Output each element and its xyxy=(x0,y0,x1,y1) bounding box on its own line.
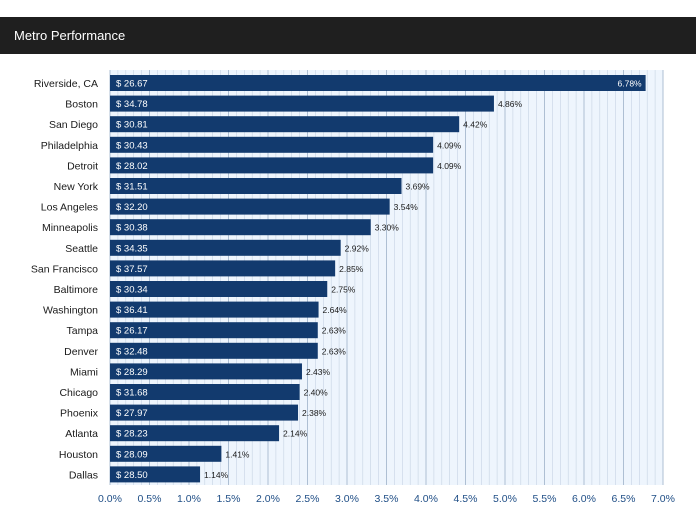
bar[interactable] xyxy=(110,281,328,297)
x-tick-label: 0.5% xyxy=(138,493,162,505)
category-label: Detroit xyxy=(67,160,98,172)
category-label: Dallas xyxy=(69,469,98,481)
bar-price-label: $ 34.35 xyxy=(116,243,148,254)
bar[interactable] xyxy=(110,157,434,174)
bar[interactable] xyxy=(110,322,318,339)
bar-price-label: $ 30.43 xyxy=(116,140,148,151)
value-label: 4.09% xyxy=(437,140,462,150)
category-label: San Francisco xyxy=(31,263,98,275)
value-label: 2.63% xyxy=(322,346,347,356)
x-tick-label: 5.5% xyxy=(533,493,557,505)
value-label: 2.64% xyxy=(323,305,348,315)
category-label: Miami xyxy=(70,366,98,378)
value-label: 1.14% xyxy=(204,470,229,480)
bar[interactable] xyxy=(110,219,371,236)
x-tick-label: 1.5% xyxy=(217,493,241,505)
category-label: Los Angeles xyxy=(41,202,98,214)
chart-title: Metro Performance xyxy=(14,28,126,43)
category-label: New York xyxy=(54,181,99,193)
category-label: Phoenix xyxy=(60,408,99,420)
category-label: Tampa xyxy=(66,325,98,337)
category-label: Chicago xyxy=(59,387,98,399)
x-tick-label: 2.0% xyxy=(256,493,280,505)
category-label: Houston xyxy=(59,449,98,461)
x-tick-label: 4.5% xyxy=(454,493,478,505)
x-tick-label: 5.0% xyxy=(493,493,517,505)
x-tick-label: 0.0% xyxy=(98,493,122,505)
x-tick-label: 7.0% xyxy=(651,493,675,505)
bar[interactable] xyxy=(110,466,201,483)
x-tick-label: 6.0% xyxy=(572,493,596,505)
value-label: 4.09% xyxy=(437,161,462,171)
bar-price-label: $ 36.41 xyxy=(116,305,148,316)
bar[interactable] xyxy=(110,75,646,91)
bar[interactable] xyxy=(110,198,390,215)
x-tick-label: 3.5% xyxy=(375,493,399,505)
bar[interactable] xyxy=(110,342,318,359)
x-tick-label: 1.0% xyxy=(177,493,201,505)
category-label: Seattle xyxy=(65,243,98,255)
bar[interactable] xyxy=(110,445,222,462)
bar-price-label: $ 28.09 xyxy=(116,449,148,460)
bar-price-label: $ 37.57 xyxy=(116,264,148,275)
bar-price-label: $ 26.17 xyxy=(116,326,148,337)
value-label: 3.54% xyxy=(394,202,419,212)
value-label: 3.30% xyxy=(375,223,400,233)
bar-price-label: $ 28.23 xyxy=(116,429,148,440)
bar[interactable] xyxy=(110,384,300,400)
bar-price-label: $ 28.29 xyxy=(116,367,148,378)
bar[interactable] xyxy=(110,95,494,112)
category-label: Philadelphia xyxy=(41,140,98,152)
bar[interactable] xyxy=(110,363,302,380)
category-label: San Diego xyxy=(49,119,98,131)
bar-price-label: $ 26.67 xyxy=(116,79,148,90)
bar-price-label: $ 34.78 xyxy=(116,99,148,110)
bar[interactable] xyxy=(110,301,319,318)
bar[interactable] xyxy=(110,136,434,153)
bar-price-label: $ 28.50 xyxy=(116,470,148,481)
bar-price-label: $ 32.20 xyxy=(116,202,148,213)
bar[interactable] xyxy=(110,260,336,277)
bar-price-label: $ 31.68 xyxy=(116,388,148,399)
value-label: 1.41% xyxy=(225,449,250,459)
category-label: Denver xyxy=(64,346,98,358)
value-label: 4.42% xyxy=(463,120,488,130)
value-label: 2.63% xyxy=(322,326,347,336)
value-label: 6.78% xyxy=(618,79,643,89)
x-tick-label: 4.0% xyxy=(414,493,438,505)
category-label: Baltimore xyxy=(54,284,99,296)
bar-price-label: $ 30.81 xyxy=(116,120,148,131)
value-label: 2.40% xyxy=(304,388,329,398)
value-label: 2.14% xyxy=(283,429,308,439)
bar-price-label: $ 32.48 xyxy=(116,346,148,357)
bar-price-label: $ 31.51 xyxy=(116,182,148,193)
value-label: 3.69% xyxy=(406,182,431,192)
bar-price-label: $ 30.34 xyxy=(116,285,148,296)
bar[interactable] xyxy=(110,178,402,194)
value-label: 2.75% xyxy=(331,285,356,295)
value-label: 2.85% xyxy=(339,264,364,274)
bar[interactable] xyxy=(110,404,299,421)
bar-price-label: $ 27.97 xyxy=(116,408,148,419)
value-label: 2.92% xyxy=(345,243,370,253)
bar[interactable] xyxy=(110,425,280,442)
bar[interactable] xyxy=(110,116,460,133)
bar-price-label: $ 28.02 xyxy=(116,161,148,172)
value-label: 4.86% xyxy=(498,99,523,109)
category-label: Minneapolis xyxy=(42,222,98,234)
chart-header: Metro Performance xyxy=(0,17,696,54)
x-tick-label: 3.0% xyxy=(335,493,359,505)
bar-price-label: $ 30.38 xyxy=(116,223,148,234)
x-tick-label: 6.5% xyxy=(612,493,636,505)
bar[interactable] xyxy=(110,239,341,256)
value-label: 2.38% xyxy=(302,408,327,418)
category-label: Boston xyxy=(65,99,98,111)
category-label: Riverside, CA xyxy=(34,78,98,90)
x-tick-label: 2.5% xyxy=(296,493,320,505)
value-label: 2.43% xyxy=(306,367,331,377)
category-label: Atlanta xyxy=(65,428,98,440)
category-label: Washington xyxy=(43,305,98,317)
